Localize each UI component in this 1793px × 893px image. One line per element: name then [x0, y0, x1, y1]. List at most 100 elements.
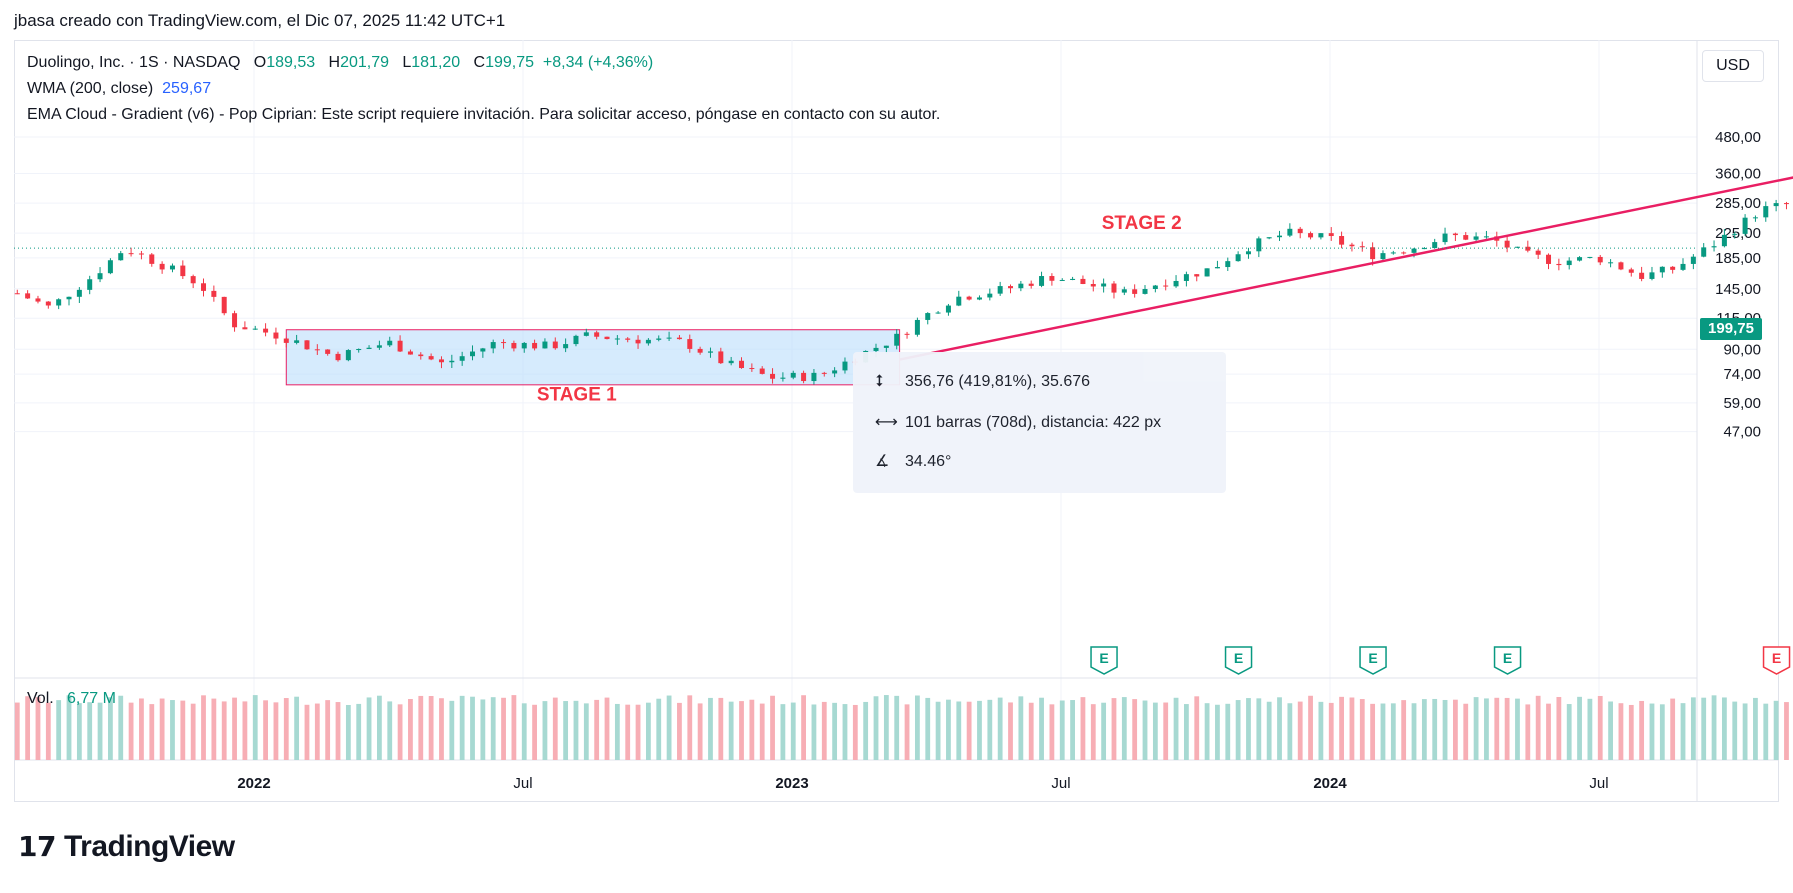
candle-body: [1639, 272, 1645, 279]
candle-body: [138, 253, 144, 255]
candle-body: [1742, 217, 1748, 234]
volume-bar: [946, 699, 951, 760]
volume-bar: [1121, 697, 1127, 760]
volume-bar: [1152, 702, 1158, 760]
volume-bar: [366, 697, 372, 760]
wma-legend[interactable]: WMA (200, close) 259,67: [27, 80, 211, 98]
volume-bar: [221, 701, 227, 760]
candle-body: [801, 372, 807, 382]
candle-body: [1721, 234, 1727, 247]
volume-bar: [1235, 700, 1241, 760]
earnings-marker-icon: [1090, 646, 1118, 675]
candle-body: [956, 296, 962, 306]
candle-body: [563, 344, 569, 349]
volume-bar: [201, 695, 206, 760]
volume-bar: [977, 700, 982, 760]
volume-bar: [801, 695, 806, 760]
volume-bar: [1556, 696, 1562, 760]
volume-bar: [25, 696, 31, 760]
candle-body: [201, 283, 207, 291]
candle-body: [552, 341, 558, 349]
candle-body: [1411, 248, 1417, 253]
x-tick-label: 2023: [775, 775, 808, 792]
volume-bar: [604, 697, 610, 760]
candle-body: [304, 340, 310, 350]
volume-bar: [1277, 697, 1282, 760]
volume-bar: [1225, 703, 1231, 760]
candle-body: [687, 339, 693, 349]
volume-bar: [1142, 700, 1148, 760]
candle-body: [149, 254, 155, 264]
stage-label: STAGE 1: [537, 385, 617, 406]
volume-bar: [904, 704, 910, 760]
earnings-marker-icon: [1762, 646, 1791, 675]
y-tick-label: 59,00: [1723, 395, 1761, 412]
candle-body: [1504, 240, 1510, 248]
volume-bar: [532, 704, 537, 760]
volume-bar: [439, 698, 444, 760]
high-value: 201,79: [340, 54, 389, 71]
candle-body: [1680, 263, 1686, 270]
current-price-tag: 199,75: [1700, 318, 1762, 340]
candle-body: [1318, 233, 1324, 238]
chart-frame: [14, 40, 1779, 802]
volume-bar: [149, 704, 155, 760]
candle-body: [180, 265, 186, 277]
volume-bar: [594, 699, 600, 760]
volume-bar: [1639, 700, 1645, 760]
volume-bar: [1670, 698, 1676, 760]
candle-body: [1101, 283, 1107, 287]
volume-bar: [180, 700, 186, 760]
volume-bar: [821, 701, 827, 760]
candle-body: [511, 342, 517, 349]
volume-bar: [1183, 704, 1189, 760]
volume-bar: [687, 695, 693, 760]
candle-body: [1525, 246, 1531, 251]
candle-body: [1121, 289, 1127, 293]
volume-bar: [1339, 696, 1344, 760]
volume-bar: [170, 700, 175, 760]
candle-body: [1421, 248, 1427, 250]
angle-icon: ∡: [875, 453, 890, 470]
candle-body: [718, 351, 724, 364]
candle-body: [45, 301, 51, 306]
price-range-icon: ⭥: [875, 373, 884, 390]
volume-bar: [335, 702, 341, 760]
candle-body: [1608, 262, 1614, 264]
candle-body: [1183, 274, 1189, 281]
volume-bar: [1753, 697, 1758, 760]
tradingview-logo[interactable]: 𝟭𝟳 TradingView: [18, 830, 235, 864]
chart-caption: jbasa creado con TradingView.com, el Dic…: [14, 11, 506, 30]
candle-body: [1432, 242, 1438, 249]
candle-body: [1452, 233, 1458, 236]
volume-bar: [232, 697, 237, 760]
volume-bar: [1039, 697, 1044, 760]
symbol-name[interactable]: Duolingo, Inc. · 1S · NASDAQ: [27, 54, 241, 71]
ema-cloud-legend[interactable]: EMA Cloud - Gradient (v6) - Pop Ciprian:…: [27, 106, 940, 124]
volume-legend[interactable]: Vol. 6,77 M: [27, 690, 116, 708]
volume-bar: [956, 701, 962, 760]
volume-bar: [242, 701, 248, 760]
x-tick-label: Jul: [1589, 775, 1608, 792]
candle-body: [1008, 286, 1014, 289]
volume-bar: [376, 695, 382, 760]
volume-bar: [1463, 703, 1469, 760]
candle-body: [14, 293, 20, 295]
candle-body: [945, 305, 951, 313]
volume-value: 6,77 M: [67, 690, 116, 707]
candle-body: [728, 360, 734, 364]
candle-body: [656, 338, 662, 340]
volume-bar: [1318, 701, 1324, 760]
volume-bar: [1390, 703, 1396, 760]
candle-body: [790, 372, 796, 378]
volume-bar: [1432, 698, 1438, 760]
volume-bar: [770, 695, 775, 760]
volume-bar: [780, 704, 786, 760]
candle-body: [1732, 233, 1738, 235]
candle-body: [314, 349, 320, 351]
candle-body: [1111, 283, 1117, 293]
candle-body: [1514, 246, 1520, 248]
y-tick-label: 90,00: [1723, 341, 1761, 358]
currency-button[interactable]: USD: [1702, 50, 1764, 82]
